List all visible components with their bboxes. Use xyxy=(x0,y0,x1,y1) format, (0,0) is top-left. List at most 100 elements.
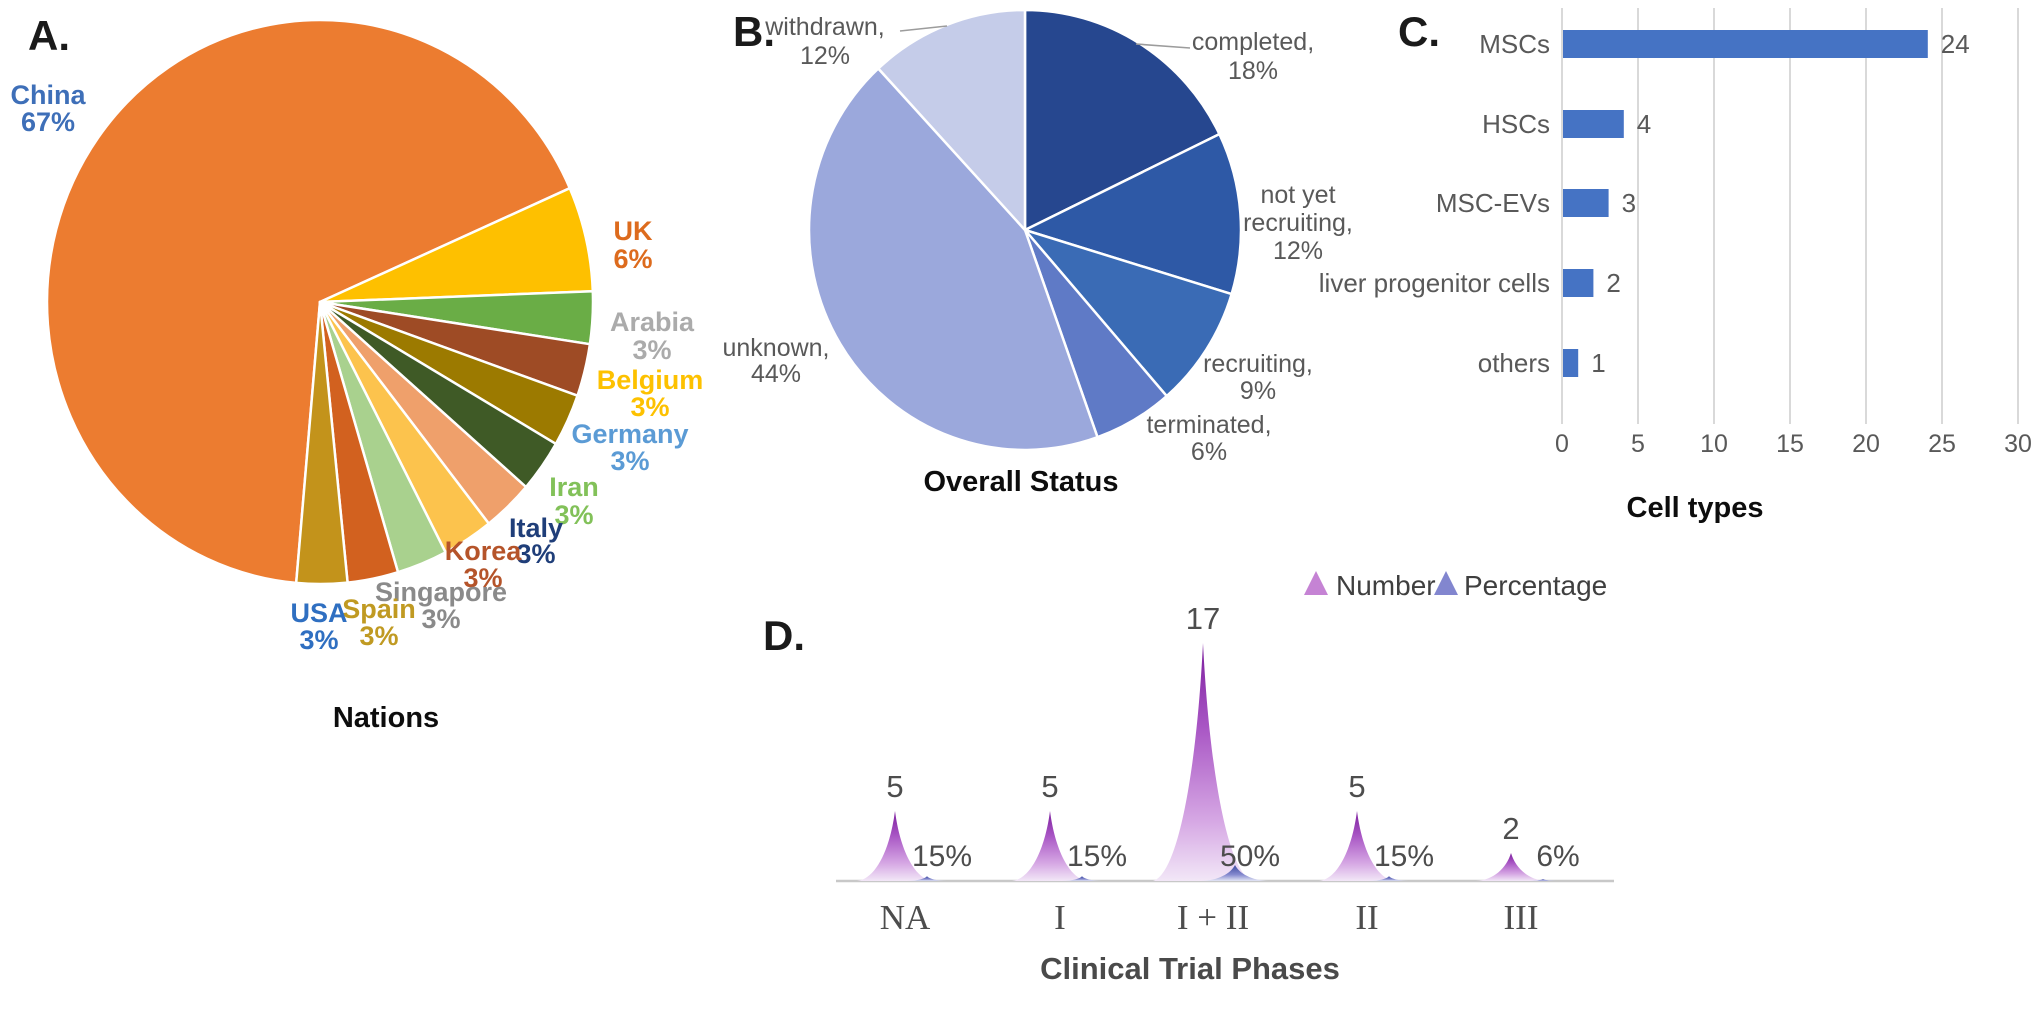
phase-label-iii: III xyxy=(1504,898,1539,937)
pie-slice-recruiting xyxy=(1023,228,1233,398)
legend: Number Percentage xyxy=(1304,570,1607,601)
pie-label-arabia: Arabia xyxy=(610,307,695,337)
pie-label-singapore-pct: 3% xyxy=(421,604,460,634)
value-label-hscs: 4 xyxy=(1637,109,1651,139)
pie-label-china: China xyxy=(10,80,86,110)
bar-hscs xyxy=(1563,110,1624,138)
clinical-trial-phases-title: Clinical Trial Phases xyxy=(1040,951,1340,986)
pie-slice-withdrawn xyxy=(877,8,1027,232)
percentage-value-label-ii: 15% xyxy=(1374,840,1434,873)
pie-label-belgium: Belgium xyxy=(597,365,704,395)
pie-label-unknown-pct: 44% xyxy=(751,360,801,388)
x-axis-tick-label: 30 xyxy=(2004,430,2032,458)
percentage-value-label-i: 15% xyxy=(1067,840,1127,873)
pie-label-withdrawn-pct: 12% xyxy=(800,42,850,70)
panel-b-letter: B. xyxy=(733,8,775,55)
bar-others xyxy=(1563,349,1579,377)
pie-slice-china xyxy=(45,18,572,585)
pie-label-terminated-pct: 6% xyxy=(1191,438,1227,466)
pie-label-usa-pct: 3% xyxy=(299,625,338,655)
pie-label-usa: USA xyxy=(290,598,347,628)
panel-a-letter: A. xyxy=(28,12,70,59)
pie-slice-unknown xyxy=(807,67,1099,452)
pie-label-uk-pct: 6% xyxy=(613,244,652,274)
value-label-msc-evs: 3 xyxy=(1622,188,1636,218)
legend-percentage-label: Percentage xyxy=(1464,570,1607,601)
label-leader-line xyxy=(899,25,948,32)
number-value-label-ii: 5 xyxy=(1348,769,1365,804)
percentage-peak-na xyxy=(907,876,947,881)
pie-label-belgium-pct: 3% xyxy=(630,392,669,422)
pie-label-china-pct: 67% xyxy=(21,107,75,137)
pie-label-terminated: terminated, xyxy=(1146,411,1271,439)
x-axis-tick-label: 25 xyxy=(1928,430,1956,458)
pie-label-not-yet-recruiting-pct: recruiting, xyxy=(1243,209,1353,237)
value-label-mscs: 24 xyxy=(1941,29,1970,59)
x-axis-tick-label: 20 xyxy=(1852,430,1880,458)
category-label-liver-progenitor-cells: liver progenitor cells xyxy=(1319,268,1550,298)
pie-label-singapore: Singapore xyxy=(375,577,507,607)
pie-label-spain-pct: 3% xyxy=(359,621,398,651)
number-value-label-i-ii: 17 xyxy=(1186,601,1220,636)
phase-label-ii: II xyxy=(1355,898,1378,937)
pie-label-italy: Italy xyxy=(509,513,563,543)
pie-label-recruiting: recruiting, xyxy=(1203,350,1313,378)
number-legend-triangle-icon xyxy=(1304,571,1328,595)
pie-label-iran: Iran xyxy=(549,472,599,502)
category-label-msc-evs: MSC-EVs xyxy=(1436,188,1550,218)
panel-c-letter: C. xyxy=(1398,8,1440,55)
pie-label-spain: Spain xyxy=(342,594,416,624)
pie-slice-usa xyxy=(294,300,349,586)
percentage-peak-i-ii xyxy=(1201,865,1269,881)
pie-label-completed-pct: 18% xyxy=(1228,57,1278,85)
cell-types-title: Cell types xyxy=(1627,492,1764,524)
pie-label-korea-pct: 3% xyxy=(463,563,502,593)
pie-label-not-yet-recruiting-pct: 12% xyxy=(1273,237,1323,265)
number-peak-na xyxy=(857,811,933,881)
pie-label-completed: completed, xyxy=(1192,28,1314,56)
pie-label-unknown: unknown, xyxy=(722,334,829,362)
pie-slice-not-yet-recruiting xyxy=(1023,132,1243,296)
bar-mscs xyxy=(1563,30,1928,58)
number-peak-i xyxy=(1012,811,1088,881)
percentage-value-label-iii: 6% xyxy=(1536,840,1579,873)
pie-label-not-yet-recruiting: not yet xyxy=(1260,181,1335,209)
number-peak-iii xyxy=(1476,853,1546,881)
percentage-peak-i xyxy=(1062,876,1102,881)
category-label-mscs: MSCs xyxy=(1479,29,1550,59)
number-peak-i-ii xyxy=(1153,643,1253,881)
phase-label-i: I xyxy=(1054,898,1066,937)
phase-label-i-ii: I + II xyxy=(1177,898,1249,937)
category-label-hscs: HSCs xyxy=(1482,109,1550,139)
percentage-legend-triangle-icon xyxy=(1434,571,1458,595)
nations-title: Nations xyxy=(333,702,439,734)
percentage-peak-ii xyxy=(1369,876,1409,881)
percentage-peak-iii xyxy=(1526,879,1560,881)
x-axis-tick-label: 10 xyxy=(1700,430,1728,458)
percentage-value-label-i-ii: 50% xyxy=(1220,840,1280,873)
pie-label-arabia-pct: 3% xyxy=(632,335,671,365)
pie-label-recruiting-pct: 9% xyxy=(1240,377,1276,405)
bar-liver-progenitor-cells xyxy=(1563,269,1594,297)
number-peak-ii xyxy=(1319,811,1395,881)
label-leader-line xyxy=(1135,43,1191,49)
overall-status-title: Overall Status xyxy=(923,466,1118,498)
x-axis-tick-label: 5 xyxy=(1631,430,1645,458)
panel-d-letter: D. xyxy=(763,612,805,659)
number-value-label-i: 5 xyxy=(1041,769,1058,804)
phase-label-na: NA xyxy=(880,898,931,937)
value-label-others: 1 xyxy=(1591,348,1605,378)
overall-status-pie-chart: completed,18%not yetrecruiting,12%recrui… xyxy=(722,8,1353,466)
pie-label-korea: Korea xyxy=(445,536,523,566)
pie-label-withdrawn: withdrawn, xyxy=(764,13,885,41)
bar-msc-evs xyxy=(1563,189,1609,217)
legend-number-label: Number xyxy=(1336,570,1436,601)
x-axis-tick-label: 15 xyxy=(1776,430,1804,458)
pie-label-germany-pct: 3% xyxy=(610,446,649,476)
number-value-label-na: 5 xyxy=(886,769,903,804)
pie-label-germany: Germany xyxy=(571,419,688,449)
x-axis-tick-label: 0 xyxy=(1555,430,1569,458)
nations-pie-chart: China67%UK6%Arabia3%Belgium3%Germany3%Ir… xyxy=(10,18,704,655)
